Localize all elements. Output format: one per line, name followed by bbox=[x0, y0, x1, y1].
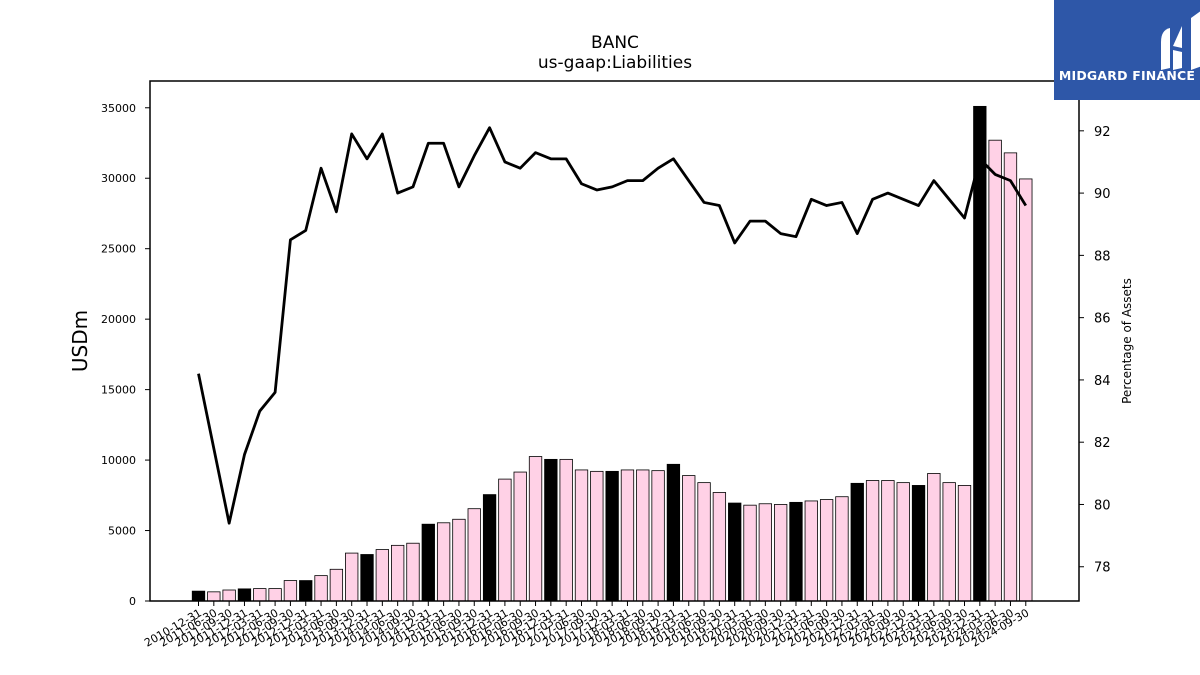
y2-tick-label: 84 bbox=[1094, 374, 1111, 389]
bar bbox=[544, 458, 558, 602]
bar bbox=[345, 552, 359, 602]
plot-frame bbox=[149, 80, 1080, 602]
bar bbox=[620, 469, 635, 602]
bar bbox=[452, 518, 466, 602]
bar bbox=[237, 588, 252, 602]
y2-tick-label: 78 bbox=[1094, 561, 1111, 576]
bar bbox=[682, 475, 696, 602]
y-axis-label: USDm bbox=[68, 310, 92, 372]
x-axis: 2010-12-312011-06-302011-09-302011-12-31… bbox=[142, 601, 1031, 650]
y2-tick-label: 80 bbox=[1094, 498, 1111, 513]
bar bbox=[636, 469, 650, 602]
y2-tick-label: 86 bbox=[1094, 312, 1111, 327]
y2-tick-label: 90 bbox=[1094, 187, 1111, 202]
bar bbox=[865, 480, 880, 602]
bar bbox=[498, 478, 512, 602]
bar bbox=[314, 575, 328, 602]
bar bbox=[375, 549, 389, 602]
bar bbox=[574, 469, 589, 602]
bar bbox=[896, 482, 910, 602]
bar bbox=[942, 482, 956, 602]
line-path bbox=[197, 126, 1027, 525]
bar bbox=[406, 542, 420, 602]
bar bbox=[283, 580, 298, 602]
bar bbox=[590, 470, 604, 602]
logo-text: MIDGARD FINANCE bbox=[1058, 68, 1196, 83]
midgard-finance-logo: MIDGARD FINANCE bbox=[1054, 0, 1200, 100]
bar bbox=[819, 499, 834, 602]
bar bbox=[712, 492, 727, 602]
bar bbox=[421, 523, 435, 602]
bar bbox=[1019, 178, 1033, 602]
bar bbox=[957, 485, 972, 602]
y-tick-label: 20000 bbox=[101, 313, 136, 326]
bar bbox=[436, 522, 451, 602]
bar bbox=[697, 482, 711, 602]
y-tick-label: 0 bbox=[129, 595, 136, 608]
y-tick-label: 5000 bbox=[108, 525, 136, 538]
bar bbox=[207, 591, 221, 602]
bar bbox=[191, 590, 206, 602]
bar bbox=[927, 473, 941, 602]
bar bbox=[360, 554, 374, 602]
bar-series bbox=[191, 105, 1033, 602]
bar bbox=[299, 580, 313, 602]
bar bbox=[988, 139, 1002, 602]
y-tick-label: 35000 bbox=[101, 102, 136, 115]
y-axis: 0 5000 10000 15000 20000 25000 30000 35000 bbox=[101, 102, 150, 608]
y2-tick-label: 82 bbox=[1094, 436, 1111, 451]
bar bbox=[482, 494, 497, 602]
bar bbox=[789, 501, 803, 602]
bar bbox=[1003, 152, 1018, 602]
bar bbox=[850, 482, 864, 602]
bar bbox=[329, 568, 344, 602]
chart-title: BANC bbox=[591, 33, 639, 53]
bar bbox=[605, 470, 619, 602]
logo-mark-icon bbox=[1161, 11, 1200, 70]
bar bbox=[253, 588, 267, 602]
bar bbox=[467, 508, 481, 602]
y2-axis: 78 80 82 84 86 88 90 92 bbox=[1079, 125, 1111, 576]
bar bbox=[268, 588, 282, 602]
bar bbox=[666, 463, 681, 602]
bar bbox=[774, 504, 788, 602]
y-tick-label: 25000 bbox=[101, 243, 136, 256]
bar bbox=[513, 471, 527, 602]
chart-subtitle: us-gaap:Liabilities bbox=[538, 53, 692, 73]
y2-tick-label: 92 bbox=[1094, 125, 1111, 140]
y-tick-label: 15000 bbox=[101, 384, 136, 397]
y-tick-label: 30000 bbox=[101, 172, 136, 185]
bar bbox=[528, 456, 543, 602]
bar bbox=[222, 589, 236, 602]
bar bbox=[804, 500, 818, 602]
line-series bbox=[197, 126, 1027, 525]
bar bbox=[758, 503, 772, 602]
y2-tick-label: 88 bbox=[1094, 249, 1111, 264]
bar bbox=[911, 485, 926, 602]
bar bbox=[835, 496, 849, 602]
y-tick-label: 10000 bbox=[101, 454, 136, 467]
bar bbox=[651, 470, 665, 602]
bar bbox=[728, 502, 742, 602]
bar bbox=[743, 504, 757, 602]
bar bbox=[559, 458, 573, 602]
bar bbox=[391, 544, 405, 602]
bar bbox=[881, 480, 895, 602]
y2-axis-label: Percentage of Assets bbox=[1120, 278, 1134, 404]
